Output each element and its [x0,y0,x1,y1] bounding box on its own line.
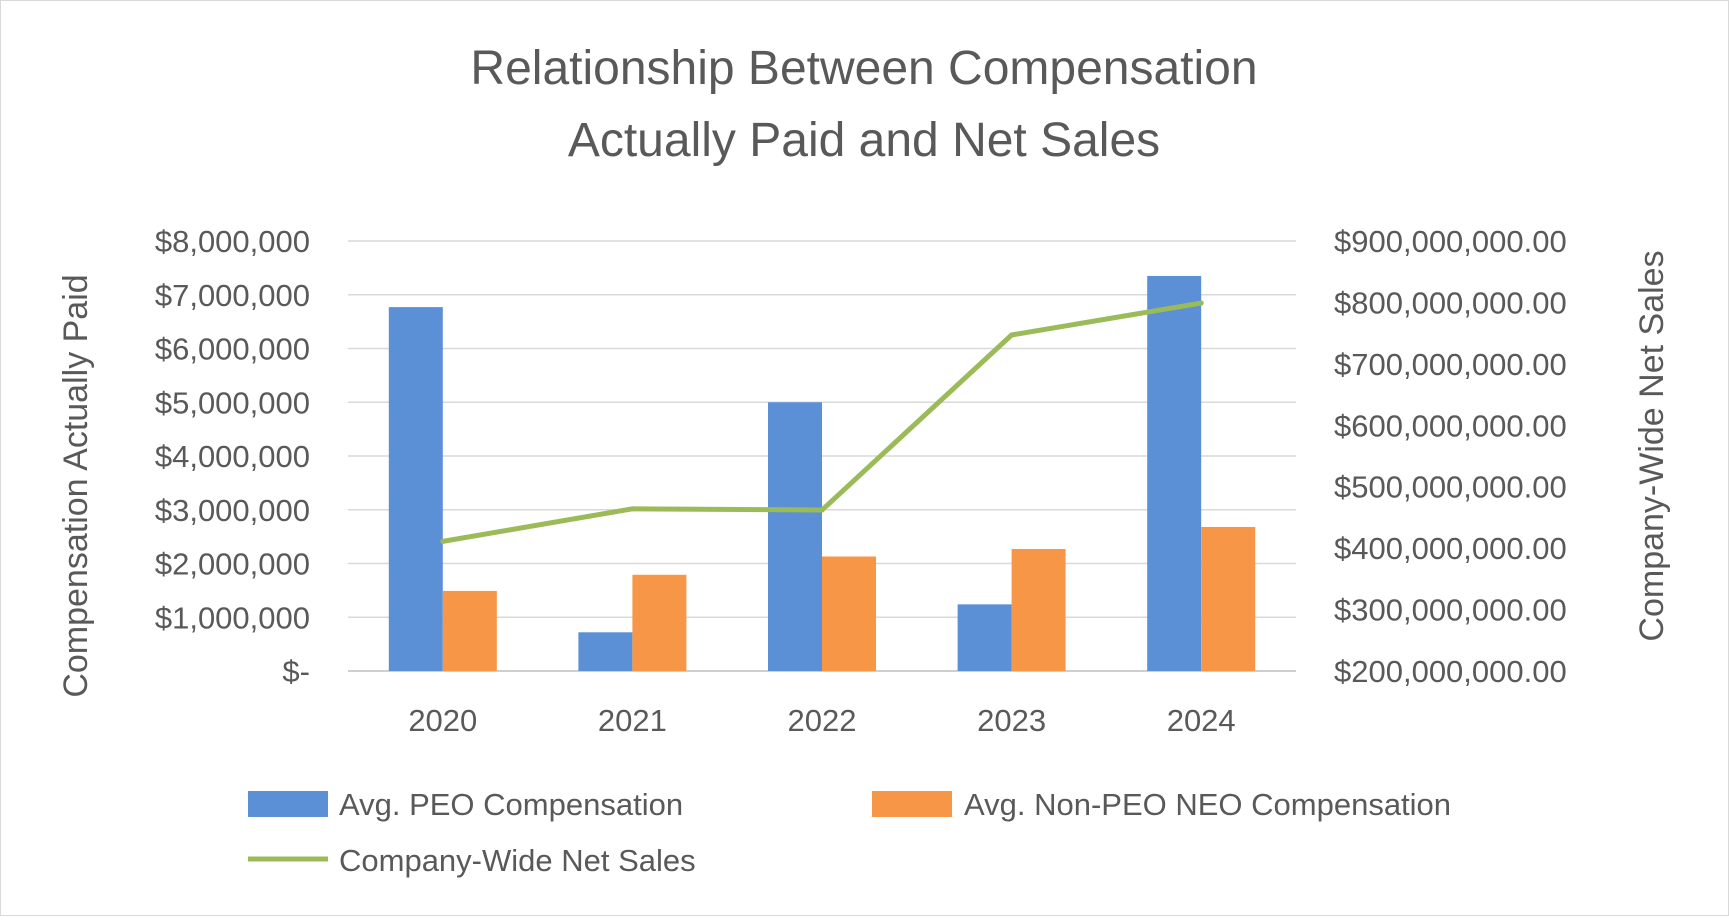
legend-label-peo: Avg. PEO Compensation [339,787,683,822]
x-tick-label: 2022 [788,703,857,738]
bar-non-peo-2020 [442,590,497,671]
bar-peo-2020 [388,307,443,671]
bars [388,275,1256,671]
y2-tick-label: $400,000,000.00 [1334,531,1567,566]
legend-label-non-peo: Avg. Non-PEO NEO Compensation [964,787,1451,822]
x-tick-label: 2024 [1167,703,1236,738]
net-sales-point-2021 [629,506,635,512]
x-tick-label: 2021 [598,703,667,738]
net-sales-point-2024 [1198,300,1204,306]
y-tick-label: $7,000,000 [155,278,310,313]
y-tick-label: $6,000,000 [155,332,310,367]
y2-tick-label: $900,000,000.00 [1334,224,1567,259]
y2-tick-label: $800,000,000.00 [1334,285,1567,320]
y2-axis-ticks: $200,000,000.00 $300,000,000.00 $400,000,0… [1334,224,1567,689]
bar-peo-2022 [768,402,822,671]
legend-swatch-non-peo [872,791,952,817]
chart-title-line-1: Relationship Between Compensation [470,42,1257,95]
y-tick-label: $- [282,654,310,689]
net-sales-point-2022 [819,507,825,513]
y-tick-label: $3,000,000 [155,493,310,528]
x-tick-label: 2023 [977,703,1046,738]
bar-peo-2023 [957,604,1012,671]
legend-label-net-sales: Company-Wide Net Sales [339,843,696,878]
y2-tick-label: $200,000,000.00 [1334,654,1567,689]
bar-peo-2024 [1147,275,1202,671]
y-tick-label: $8,000,000 [155,224,310,259]
y2-axis-title: Company-Wide Net Sales [1633,250,1671,641]
y2-tick-label: $500,000,000.00 [1334,470,1567,505]
legend: Avg. PEO Compensation Avg. Non-PEO NEO C… [248,787,1451,878]
y-tick-label: $1,000,000 [155,600,310,635]
y2-tick-label: $700,000,000.00 [1334,347,1567,382]
bar-non-peo-2023 [1011,548,1066,671]
x-axis-ticks: 2020 2021 2022 2023 2024 [408,703,1235,738]
y-axis-title: Compensation Actually Paid [57,274,95,697]
chart-title-line-2: Actually Paid and Net Sales [568,114,1160,167]
y-axis-ticks: $- $1,000,000 $2,000,000 $3,000,000 $4,000,0… [155,224,310,689]
y-tick-label: $2,000,000 [155,547,310,582]
net-sales-point-2020 [440,538,446,544]
y2-tick-label: $600,000,000.00 [1334,408,1567,443]
net-sales-line [440,300,1204,544]
bar-non-peo-2024 [1201,526,1256,671]
legend-swatch-peo [248,791,328,817]
bar-non-peo-2022 [822,556,876,671]
y-tick-label: $5,000,000 [155,385,310,420]
bar-peo-2021 [578,632,633,671]
y-tick-label: $4,000,000 [155,439,310,474]
net-sales-point-2023 [1009,332,1015,338]
x-tick-label: 2020 [408,703,477,738]
y2-tick-label: $300,000,000.00 [1334,593,1567,628]
bar-non-peo-2021 [632,574,687,671]
